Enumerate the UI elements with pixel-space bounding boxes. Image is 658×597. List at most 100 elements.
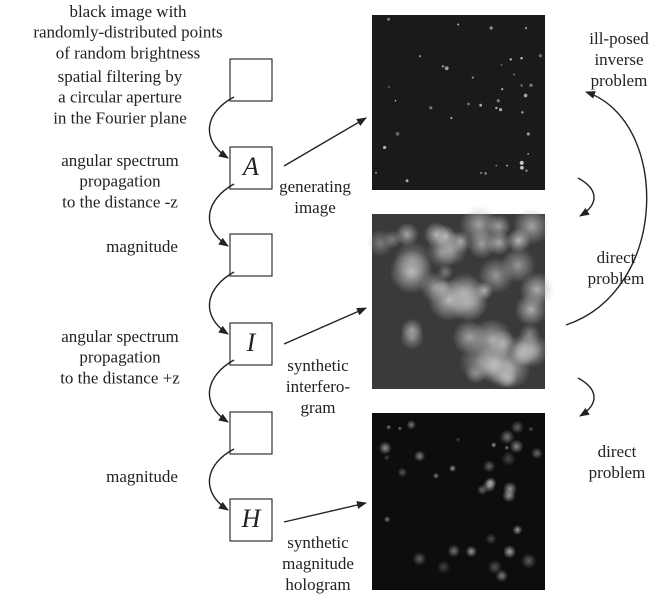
image-dot: [375, 172, 377, 174]
image-dot: [520, 166, 524, 170]
label: synthetic: [287, 356, 349, 375]
image-blob: [448, 545, 461, 558]
image-blob: [397, 467, 407, 477]
box-label: I: [246, 328, 257, 357]
label: randomly-distributed points: [33, 23, 222, 42]
image-dot: [524, 94, 528, 98]
image-dot: [388, 86, 390, 88]
image-dot: [479, 104, 482, 107]
image-blob: [491, 442, 497, 448]
box-label: H: [241, 504, 262, 533]
box: [230, 234, 272, 276]
arrow: [284, 118, 366, 166]
image-dot: [501, 64, 503, 66]
label: ill-posed: [589, 29, 649, 48]
image-dot: [445, 66, 449, 70]
image-blob: [504, 445, 509, 450]
label: to the distance +z: [60, 368, 180, 387]
image-blob: [501, 451, 516, 466]
image-blob: [471, 319, 514, 362]
image-blob: [401, 319, 424, 342]
label: problem: [589, 463, 646, 482]
image-dot: [396, 132, 400, 136]
image-blob: [485, 533, 496, 544]
image-dot: [457, 24, 459, 26]
image-blob: [515, 293, 547, 325]
image-dot: [520, 161, 524, 165]
box: [230, 59, 272, 101]
image-dot: [525, 169, 527, 171]
arrow: [284, 308, 366, 344]
image-blob: [502, 489, 516, 503]
label: synthetic: [287, 533, 349, 552]
image-dot: [450, 117, 452, 119]
label: black image with: [69, 2, 187, 21]
image-blob: [456, 437, 461, 442]
image-dot: [429, 106, 432, 109]
image-dot: [510, 58, 512, 60]
image-dot: [513, 74, 515, 76]
image-blob: [486, 230, 511, 255]
image-dot: [539, 54, 542, 57]
diagram: A I H black image with randomly-distribut…: [0, 0, 658, 597]
label: magnitude: [106, 237, 178, 256]
label: in the Fourier plane: [53, 108, 187, 127]
image-dot: [495, 107, 497, 109]
arrow: [284, 503, 366, 522]
image-blob: [394, 241, 432, 279]
image-blob: [512, 525, 522, 535]
image-dot: [387, 18, 390, 21]
image-blob: [511, 421, 524, 434]
label: of random brightness: [56, 43, 200, 62]
image-blob: [483, 460, 496, 473]
image-blob: [384, 516, 391, 523]
image-dot: [495, 165, 497, 167]
box-label: A: [241, 152, 259, 181]
image-dot: [383, 146, 386, 149]
image-blob: [477, 485, 488, 496]
image-blob: [521, 553, 536, 568]
image-blob: [509, 341, 534, 366]
image-blob: [503, 545, 516, 558]
image-blob: [528, 427, 533, 432]
image-dot: [520, 84, 522, 86]
image-dot: [419, 55, 421, 57]
image-dot: [442, 65, 444, 67]
label: propagation: [79, 348, 161, 367]
arrow: [566, 92, 647, 325]
image-dot: [406, 179, 409, 182]
image-dot: [525, 27, 527, 29]
image-blob: [414, 450, 425, 461]
image-dot: [527, 153, 529, 155]
label: problem: [591, 71, 648, 90]
image-blob: [407, 420, 417, 430]
image-dot: [506, 165, 508, 167]
image-dot: [467, 103, 470, 106]
arrow: [578, 178, 594, 216]
image-blob: [485, 477, 496, 488]
image-dot: [501, 88, 503, 90]
image-dot: [521, 111, 523, 113]
image-dot: [520, 57, 522, 59]
image-dot: [490, 26, 493, 29]
label: angular spectrum: [61, 327, 179, 346]
label: magnitude: [282, 554, 354, 573]
label: inverse: [594, 50, 643, 69]
image-blob: [519, 324, 540, 345]
image-blob: [449, 465, 456, 472]
label: hologram: [285, 575, 350, 594]
image-dot: [497, 99, 500, 102]
label: magnitude: [106, 467, 178, 486]
image-dot: [484, 172, 487, 175]
label: generating: [279, 177, 351, 196]
label: gram: [301, 398, 336, 417]
image-dot: [480, 172, 482, 174]
image-blob: [412, 552, 426, 566]
image-blob: [495, 570, 508, 583]
label: image: [294, 198, 336, 217]
image-dot: [499, 108, 502, 111]
label: interfero-: [286, 377, 351, 396]
image-blob: [367, 230, 394, 257]
image-dot: [472, 76, 474, 78]
label: propagation: [79, 172, 161, 191]
